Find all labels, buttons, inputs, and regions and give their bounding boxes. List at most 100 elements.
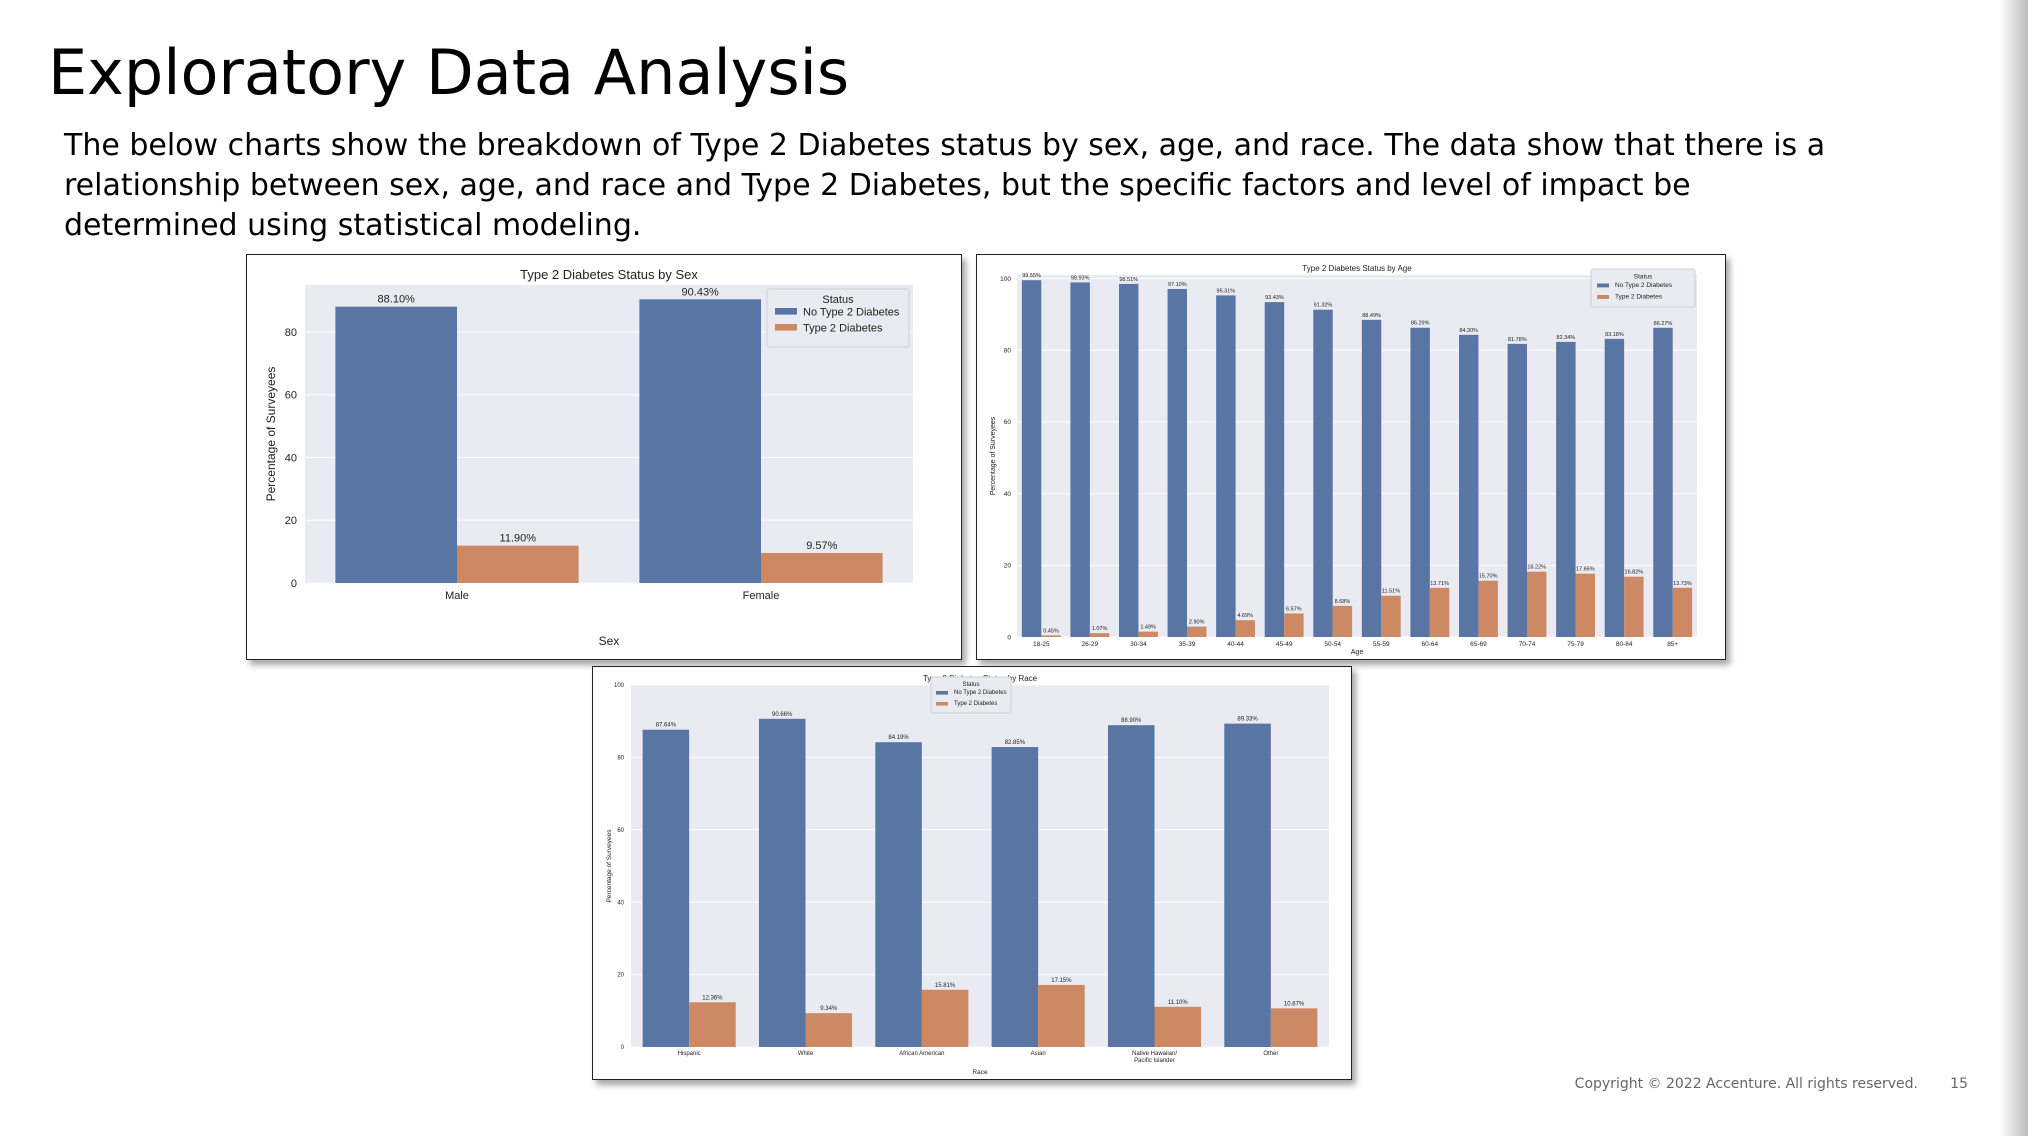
- legend-box: [930, 676, 1012, 714]
- x-tick-label: 18-25: [1033, 641, 1050, 648]
- legend-title: Status: [822, 294, 854, 306]
- x-tick-label: 60-64: [1422, 641, 1439, 648]
- data-label: 4.69%: [1237, 613, 1253, 619]
- data-label: 86.27%: [1654, 321, 1673, 327]
- y-tick-label: 60: [1004, 419, 1012, 426]
- data-label: 90.66%: [772, 712, 793, 718]
- bar-diabetes: [1672, 587, 1693, 637]
- bar-no-diabetes: [1507, 343, 1527, 637]
- data-label: 17.15%: [1051, 978, 1072, 984]
- y-axis-label: Percentage of Surveyees: [990, 416, 997, 495]
- data-label: 13.73%: [1673, 581, 1692, 587]
- legend-box: [1590, 268, 1696, 308]
- bar-diabetes: [689, 1002, 736, 1047]
- data-label: 9.34%: [820, 1006, 838, 1012]
- bar-diabetes: [1038, 984, 1085, 1047]
- chart-title: Type 2 Diabetes Status by Sex: [520, 267, 698, 282]
- x-tick-label: 55-59: [1373, 641, 1390, 648]
- data-label: 86.29%: [1411, 321, 1430, 327]
- bar-no-diabetes: [1313, 309, 1333, 637]
- data-label: 99.55%: [1022, 273, 1041, 279]
- bar-diabetes: [1624, 576, 1644, 637]
- data-label: 91.32%: [1314, 303, 1333, 309]
- y-axis-label: Percentage of Surveyees: [264, 367, 278, 502]
- data-label: 8.68%: [1335, 599, 1351, 605]
- data-label: 88.10%: [378, 294, 416, 306]
- bar-diabetes: [1332, 605, 1353, 637]
- bar-diabetes: [1235, 620, 1255, 637]
- chart-frame-age: 0 20 40 60 80 100 99.55% 0.45% 18-25 98.93% 1.07% 2…: [976, 254, 1726, 660]
- bar-no-diabetes: [1070, 282, 1090, 637]
- data-label: 90.43%: [682, 286, 720, 298]
- bar-diabetes: [1381, 595, 1401, 637]
- data-label: 88.49%: [1362, 313, 1381, 319]
- legend-label: No Type 2 Diabetes: [1615, 282, 1673, 289]
- legend-title: Status: [962, 682, 979, 688]
- bar-diabetes: [1138, 631, 1158, 637]
- chart-sex: 0 20 40 60 80 88.10% 11.90% Male 90.43% 9.57% Fema…: [264, 267, 913, 648]
- y-tick-label: 0: [1007, 634, 1011, 641]
- x-axis-label: Age: [1351, 649, 1364, 656]
- bar-diabetes: [1154, 1006, 1202, 1047]
- bar-no-diabetes: [1119, 283, 1139, 637]
- data-label: 93.43%: [1265, 295, 1284, 301]
- data-label: 11.90%: [500, 533, 537, 545]
- bar-diabetes: [1284, 613, 1304, 637]
- bar-diabetes: [1041, 635, 1061, 637]
- x-tick-label: 45-49: [1276, 641, 1293, 648]
- data-label: 18.22%: [1527, 565, 1546, 571]
- x-tick-label: 65-69: [1470, 641, 1487, 648]
- x-tick-label: 40-44: [1227, 641, 1244, 648]
- chart-race: 0 20 40 60 80 100 87.64% 12.36% Hispanic 90.66% 9.…: [606, 674, 1329, 1076]
- x-axis-label: Sex: [599, 634, 620, 648]
- bar-no-diabetes: [335, 306, 457, 583]
- bar-diabetes: [1527, 571, 1547, 637]
- bar-no-diabetes: [1556, 341, 1576, 637]
- data-label: 10.67%: [1284, 1001, 1305, 1007]
- copyright-text: Copyright © 2022 Accenture. All rights r…: [1574, 1076, 1918, 1092]
- data-label: 97.10%: [1168, 282, 1187, 288]
- x-tick-label: 35-39: [1179, 641, 1196, 648]
- bar-no-diabetes: [991, 747, 1039, 1047]
- legend-title: Status: [1634, 274, 1653, 281]
- bar-no-diabetes: [1021, 280, 1042, 637]
- legend-label: Type 2 Diabetes: [1615, 294, 1663, 301]
- y-tick-label: 100: [1000, 276, 1011, 283]
- y-tick-label: 100: [614, 683, 625, 689]
- bar-no-diabetes: [1410, 327, 1430, 637]
- data-label: 83.18%: [1605, 332, 1624, 338]
- x-tick-label: Male: [445, 590, 469, 602]
- data-label: 15.70%: [1479, 574, 1498, 580]
- x-tick-label: Asian: [1031, 1051, 1046, 1057]
- data-label: 13.71%: [1430, 581, 1449, 587]
- x-tick-label: 26-29: [1082, 641, 1099, 648]
- y-tick-label: 80: [1004, 348, 1012, 355]
- legend-label: Type 2 Diabetes: [803, 322, 883, 334]
- data-label: 89.33%: [1237, 717, 1258, 723]
- y-tick-label: 20: [1004, 563, 1012, 570]
- bar-diabetes: [1478, 580, 1498, 637]
- x-axis-label: Race: [972, 1069, 988, 1076]
- legend-box: [766, 288, 910, 348]
- x-tick-label: 30-34: [1130, 641, 1147, 648]
- data-label: 95.31%: [1217, 288, 1236, 294]
- legend-label: Type 2 Diabetes: [954, 701, 997, 707]
- legend-swatch-no-diabetes: [775, 308, 797, 315]
- legend-swatch-no-diabetes: [1597, 283, 1609, 288]
- data-label: 9.57%: [806, 540, 837, 552]
- y-tick-label: 40: [617, 900, 624, 906]
- y-tick-label: 40: [285, 452, 297, 464]
- bar-no-diabetes: [758, 718, 806, 1047]
- slide-title: Exploratory Data Analysis: [48, 36, 850, 109]
- y-tick-label: 40: [1004, 491, 1012, 498]
- data-label: 0.45%: [1043, 628, 1059, 634]
- data-label: 87.64%: [656, 723, 677, 729]
- data-label: 98.93%: [1071, 275, 1090, 281]
- bar-no-diabetes: [1216, 295, 1236, 637]
- x-tick-label: Pacific Islander: [1134, 1058, 1175, 1064]
- data-label: 11.10%: [1168, 1000, 1189, 1006]
- x-tick-label: Other: [1263, 1051, 1278, 1057]
- y-tick-label: 20: [617, 973, 624, 979]
- bar-no-diabetes: [1459, 334, 1479, 637]
- bar-no-diabetes: [1107, 725, 1155, 1047]
